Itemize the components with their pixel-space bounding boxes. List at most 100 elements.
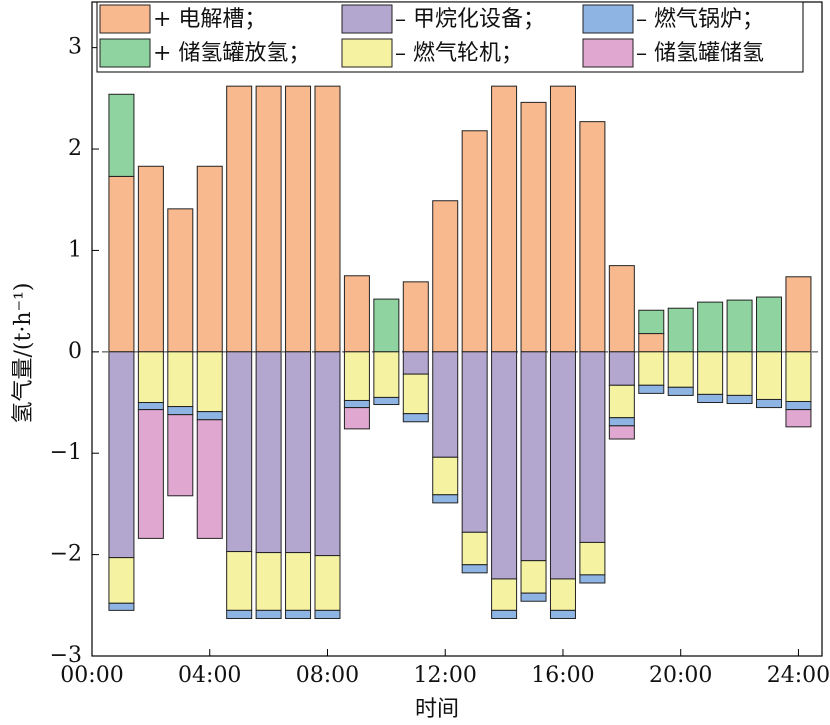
bar-segment [373, 298, 400, 353]
bar-segment [549, 609, 576, 619]
legend-box [96, 1, 804, 73]
bar-segment [255, 552, 282, 611]
legend-label: – 燃气锅炉； [636, 7, 764, 32]
y-tick-label: 3 [68, 35, 82, 60]
y-tick-label: −2 [50, 542, 82, 567]
bar-segment [226, 551, 253, 611]
bar-segment [726, 299, 753, 353]
bar-segment [432, 494, 459, 504]
legend-label: + 电解槽； [153, 7, 266, 32]
bar-segment [167, 414, 194, 497]
bar-segment [697, 393, 724, 404]
bar-segment [402, 351, 429, 375]
bar-segment [785, 276, 812, 353]
bar-segment [373, 396, 400, 406]
bar-segment [285, 351, 312, 554]
bar-segment [491, 578, 518, 611]
bar-segment [461, 351, 488, 533]
x-axis-label: 时间 [415, 697, 459, 722]
bar-segment [432, 200, 459, 353]
bar-segment [491, 609, 518, 619]
bar-segment [608, 351, 635, 386]
bar-segment [756, 398, 783, 409]
bar-segment [285, 552, 312, 611]
legend-swatch [582, 4, 634, 34]
bar-segment [491, 85, 518, 353]
y-tick-label: 0 [68, 339, 82, 364]
legend-swatch [582, 38, 634, 68]
bar-segment [343, 275, 370, 353]
bar-segment [461, 564, 488, 574]
bar-segment [520, 560, 547, 594]
bar-segment [137, 165, 164, 353]
bar-segment [608, 265, 635, 353]
bar-segment [285, 609, 312, 619]
bar-segment [108, 175, 135, 353]
bar-segment [255, 351, 282, 554]
bar-segment [549, 578, 576, 611]
bar-segment [520, 592, 547, 602]
bar-segment [402, 281, 429, 353]
bar-segment [608, 417, 635, 427]
bar-segment [108, 351, 135, 559]
y-tick-label: 1 [68, 237, 82, 262]
bar-segment [549, 85, 576, 353]
bar-segment [285, 85, 312, 353]
bar-segment [608, 384, 635, 419]
bar-segment [579, 541, 606, 576]
legend-label: + 储氢罐放氢； [153, 41, 310, 66]
bar-segment [697, 301, 724, 353]
y-tick-label: −3 [50, 643, 82, 668]
bar-segment [196, 351, 223, 413]
legend-label: – 储氢罐储氢 [636, 41, 764, 66]
bar-segment [137, 409, 164, 539]
bar-segment [343, 351, 370, 401]
y-tick-label: −1 [50, 440, 82, 465]
bar-segment [520, 351, 547, 562]
bar-segment [314, 351, 341, 557]
bar-segment [137, 402, 164, 411]
bar-segment [579, 351, 606, 543]
bar-segment [667, 351, 694, 388]
x-tick-label: 04:00 [178, 663, 241, 688]
bar-segment [785, 409, 812, 428]
bar-segment [579, 121, 606, 353]
bar-segment [638, 384, 665, 394]
bar-segment [314, 609, 341, 619]
legend-swatch [99, 4, 151, 34]
bar-segment [432, 456, 459, 496]
bar-segment [226, 351, 253, 553]
bar-segment [167, 406, 194, 416]
legend-swatch [99, 38, 151, 68]
bar-segment [196, 165, 223, 353]
bar-segment [108, 557, 135, 604]
bar-segment [226, 85, 253, 353]
bar-segment [343, 399, 370, 409]
legend-swatch [341, 38, 393, 68]
bar-segment [785, 351, 812, 402]
bar-segment [226, 609, 253, 619]
legend-label: – 燃气轮机； [395, 41, 523, 66]
bar-segment [255, 85, 282, 353]
bar-segment [432, 351, 459, 458]
bar-segment [255, 609, 282, 619]
bar-segment [137, 351, 164, 404]
bar-segment [491, 351, 518, 580]
bar-segment [167, 351, 194, 408]
bar-segment [402, 413, 429, 423]
bar-segment [756, 296, 783, 353]
bar-segment [579, 574, 606, 584]
legend-swatch [341, 4, 393, 34]
bar-segment [167, 208, 194, 353]
bar-segment [726, 394, 753, 405]
bar-segment [314, 85, 341, 353]
bar-segment [785, 400, 812, 411]
bar-segment [108, 602, 135, 611]
bar-segment [314, 555, 341, 611]
x-tick-label: 12:00 [414, 663, 477, 688]
bar-segment [638, 333, 665, 353]
bar-segment [461, 531, 488, 566]
bar-segment [549, 351, 576, 580]
bar-segment [461, 130, 488, 353]
